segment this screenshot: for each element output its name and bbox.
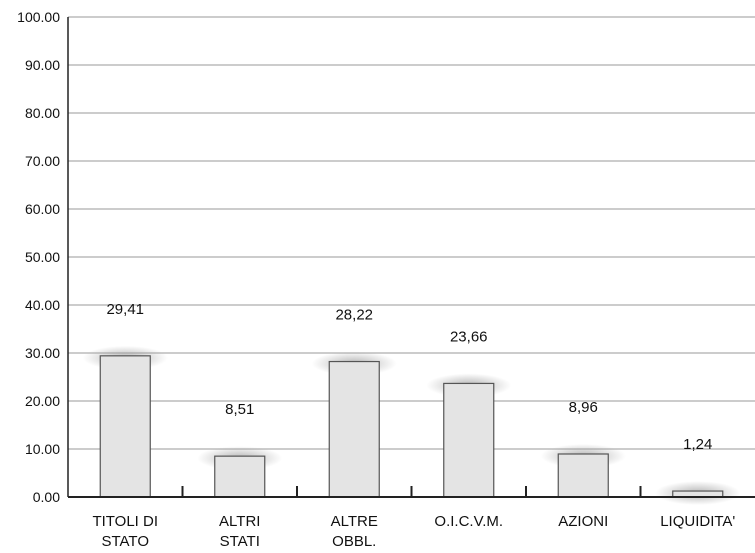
y-tick-label: 30.00: [25, 345, 60, 361]
x-axis-category-labels: TITOLI DI STATO ALTRI STATI ALTRE OBBL. O.I.C.…: [92, 513, 735, 550]
bar: [99, 355, 151, 498]
data-label: 1,24: [683, 436, 712, 453]
bar: [328, 360, 380, 498]
y-axis-tick-labels: 0.00 10.00 20.00 30.00 40.00 50.00 60.00 70.00 8…: [17, 9, 60, 505]
data-label: 8,51: [225, 401, 254, 418]
y-tick-label: 90.00: [25, 57, 60, 73]
data-label: 28,22: [335, 307, 373, 324]
y-tick-label: 40.00: [25, 297, 60, 313]
axes: [67, 17, 755, 498]
x-category-label: AZIONI: [558, 513, 608, 530]
bars: [82, 345, 741, 506]
gridlines: [68, 16, 755, 450]
x-category-label: ALTRE: [331, 513, 378, 530]
y-tick-label: 70.00: [25, 153, 60, 169]
y-tick-label: 100.00: [17, 9, 60, 25]
x-category-label: ALTRI: [219, 513, 260, 530]
bar: [443, 382, 495, 498]
data-labels: 29,41 8,51 28,22 23,66 8,96 1,24: [106, 301, 712, 453]
x-category-label: LIQUIDITA': [660, 513, 735, 530]
x-category-label: TITOLI DI: [92, 513, 158, 530]
y-tick-label: 60.00: [25, 201, 60, 217]
y-tick-label: 10.00: [25, 441, 60, 457]
x-category-label: STATI: [220, 533, 260, 550]
y-tick-label: 0.00: [33, 489, 60, 505]
bar: [214, 455, 266, 498]
x-category-label: OBBL.: [332, 533, 376, 550]
data-label: 23,66: [450, 328, 488, 345]
x-category-label: STATO: [101, 533, 149, 550]
y-tick-label: 50.00: [25, 249, 60, 265]
data-label: 8,96: [569, 399, 598, 416]
bar: [557, 453, 609, 498]
data-label: 29,41: [106, 301, 144, 318]
y-tick-label: 20.00: [25, 393, 60, 409]
y-tick-label: 80.00: [25, 105, 60, 121]
x-category-label: O.I.C.V.M.: [434, 513, 503, 530]
